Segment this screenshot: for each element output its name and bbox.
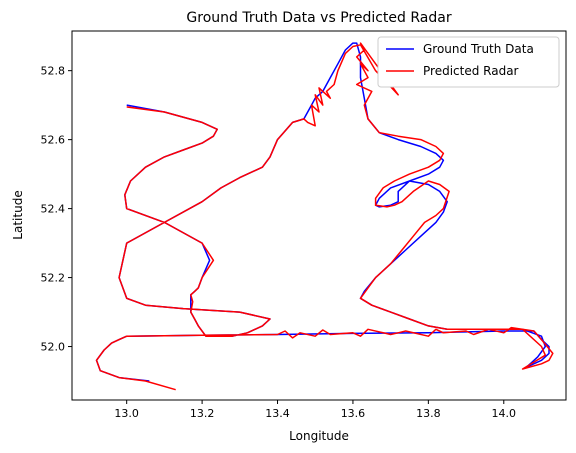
legend-label-predicted-radar: Predicted Radar xyxy=(423,64,519,78)
y-tick-label: 52.4 xyxy=(41,203,66,216)
legend-box xyxy=(377,36,560,88)
x-tick-label: 13.2 xyxy=(190,407,215,420)
chart-title: Ground Truth Data vs Predicted Radar xyxy=(186,10,451,26)
x-tick-label: 13.0 xyxy=(114,407,139,420)
y-tick-label: 52.6 xyxy=(41,134,66,147)
x-tick-label: 13.8 xyxy=(416,407,441,420)
x-tick-label: 13.6 xyxy=(341,407,366,420)
series-line-1 xyxy=(95,42,554,391)
plot-area xyxy=(95,42,554,391)
y-axis: 52.0 52.2 52.4 52.6 52.8 xyxy=(41,65,72,354)
y-tick-label: 52.0 xyxy=(41,341,66,354)
x-tick-label: 14.0 xyxy=(492,407,517,420)
x-tick-label: 13.4 xyxy=(265,407,290,420)
x-axis: 13.0 13.2 13.4 13.6 13.8 14.0 xyxy=(114,400,516,420)
y-tick-label: 52.2 xyxy=(41,272,66,285)
legend: Ground Truth Data Predicted Radar xyxy=(377,36,560,88)
legend-label-ground-truth: Ground Truth Data xyxy=(423,42,534,56)
y-tick-label: 52.8 xyxy=(41,65,66,78)
x-axis-label: Longitude xyxy=(289,429,349,443)
y-axis-label: Latitude xyxy=(11,190,25,239)
plot-frame xyxy=(71,30,567,401)
